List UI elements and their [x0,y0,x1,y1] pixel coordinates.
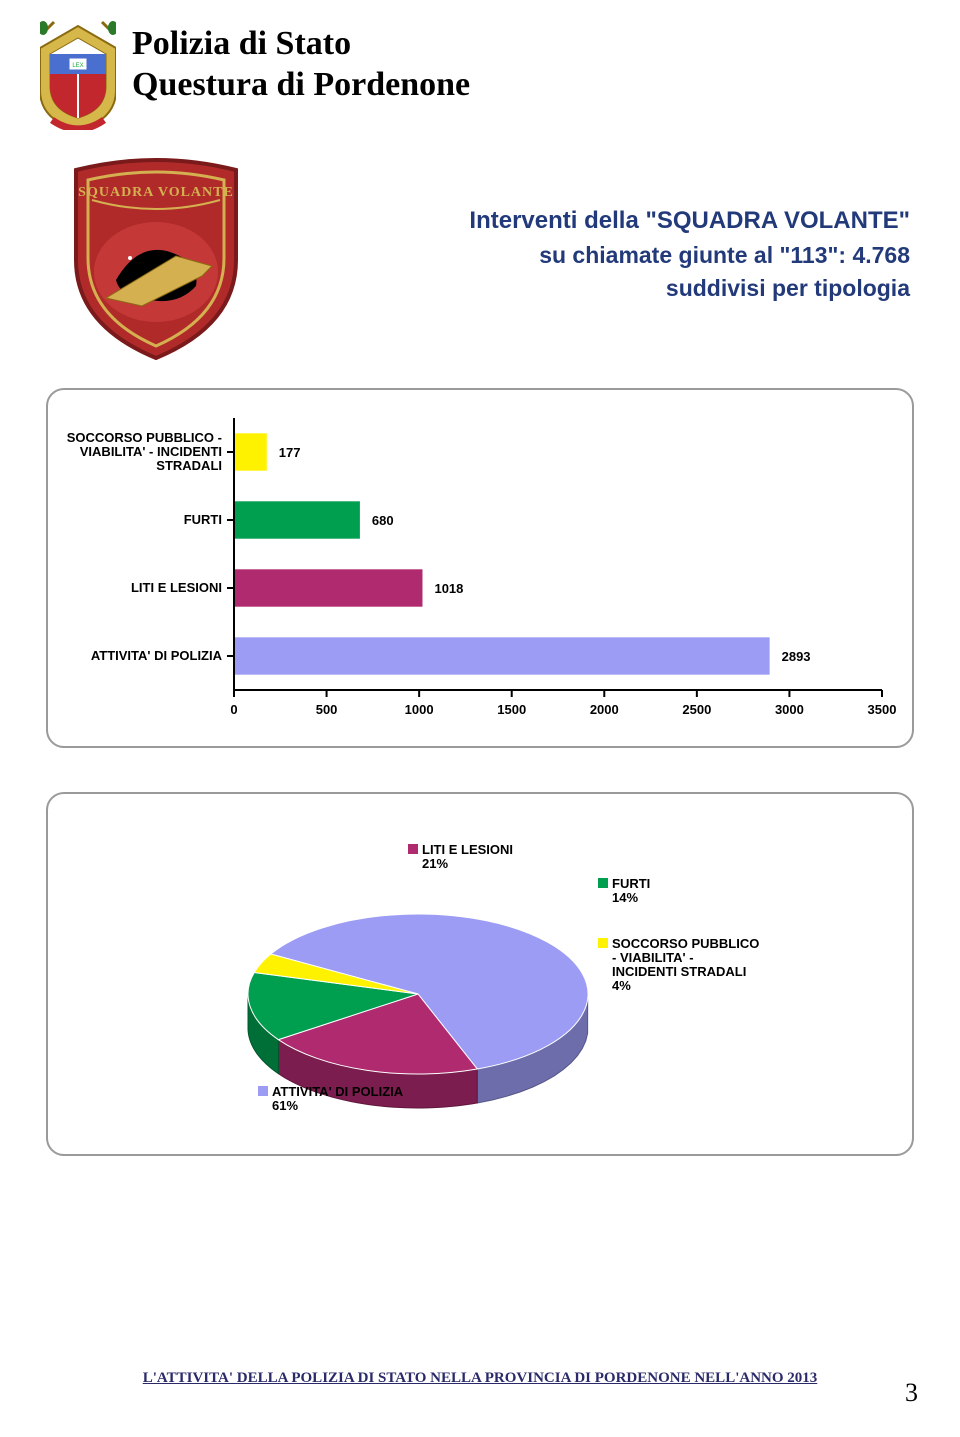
police-crest-emblem: LEX [40,20,116,130]
svg-text:ATTIVITA' DI POLIZIA: ATTIVITA' DI POLIZIA [272,1084,404,1099]
header-title-block: Polizia di Stato Questura di Pordenone [132,20,470,106]
svg-text:61%: 61% [272,1098,298,1113]
title-line-2: Questura di Pordenone [132,65,470,106]
svg-text:2893: 2893 [782,649,811,664]
svg-text:SOCCORSO PUBBLICO -: SOCCORSO PUBBLICO - [67,430,222,445]
svg-text:SQUADRA VOLANTE: SQUADRA VOLANTE [78,185,234,200]
svg-text:2000: 2000 [590,702,619,717]
pie-chart-frame: ATTIVITA' DI POLIZIA61% LITI E LESIONI21%… [46,792,914,1156]
page-number: 3 [905,1378,918,1408]
svg-text:3500: 3500 [868,702,896,717]
svg-text:500: 500 [316,702,338,717]
svg-text:14%: 14% [612,890,638,905]
svg-text:21%: 21% [422,856,448,871]
svg-text:4%: 4% [612,978,631,993]
svg-text:LITI E LESIONI: LITI E LESIONI [131,580,222,595]
intro-line-3: suddivisi per tipologia [266,272,910,305]
svg-text:1000: 1000 [405,702,434,717]
svg-text:2500: 2500 [682,702,711,717]
svg-text:0: 0 [230,702,237,717]
svg-text:SOCCORSO PUBBLICO: SOCCORSO PUBBLICO [612,936,759,951]
intro-text-block: Interventi della "SQUADRA VOLANTE" su ch… [266,204,920,305]
svg-text:- VIABILITA' -: - VIABILITA' - [612,950,694,965]
squadra-volante-badge: SQUADRA VOLANTE [66,150,246,360]
intro-line-1: Interventi della "SQUADRA VOLANTE" [266,204,910,239]
page-header: LEX Polizia di Stato Questura di Pordeno… [40,20,920,130]
svg-text:ATTIVITA' DI POLIZIA: ATTIVITA' DI POLIZIA [91,648,223,663]
svg-text:3000: 3000 [775,702,804,717]
svg-text:LITI E LESIONI: LITI E LESIONI [422,842,513,857]
svg-text:1500: 1500 [497,702,526,717]
bar-chart-frame: 177 SOCCORSO PUBBLICO -VIABILITA' - INCID… [46,388,914,748]
svg-text:1018: 1018 [434,581,463,596]
page-footer: L'ATTIVITA' DELLA POLIZIA DI STATO NELLA… [0,1370,960,1387]
bar-chart: 177 SOCCORSO PUBBLICO -VIABILITA' - INCID… [58,410,896,726]
pie-chart: ATTIVITA' DI POLIZIA61% LITI E LESIONI21%… [58,814,896,1134]
svg-text:VIABILITA' - INCIDENTI: VIABILITA' - INCIDENTI [80,444,222,459]
svg-text:STRADALI: STRADALI [156,458,222,473]
svg-text:680: 680 [372,513,394,528]
svg-text:INCIDENTI STRADALI: INCIDENTI STRADALI [612,964,746,979]
svg-text:177: 177 [279,445,301,460]
intro-row: SQUADRA VOLANTE Interventi della "SQUADR… [40,150,920,360]
svg-text:FURTI: FURTI [612,876,650,891]
svg-text:LEX: LEX [72,63,83,69]
intro-line-2: su chiamate giunte al "113": 4.768 [266,239,910,272]
svg-text:FURTI: FURTI [184,512,222,527]
title-line-1: Polizia di Stato [132,24,470,65]
footer-text: L'ATTIVITA' DELLA POLIZIA DI STATO NELLA… [143,1370,818,1387]
